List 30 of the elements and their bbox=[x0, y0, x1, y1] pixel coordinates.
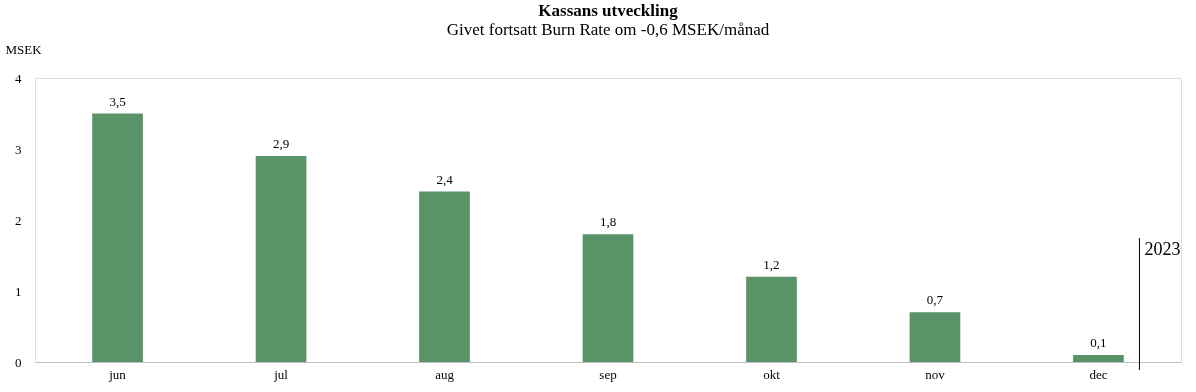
y-tick-label: 0 bbox=[15, 354, 22, 370]
bar bbox=[419, 191, 470, 362]
x-tick-label: nov bbox=[925, 366, 946, 382]
data-label: 2,4 bbox=[436, 171, 454, 187]
chart-title: Kassans utveckling bbox=[538, 1, 679, 20]
y-tick-label: 2 bbox=[15, 212, 22, 228]
data-label: 3,5 bbox=[109, 93, 126, 109]
bar bbox=[1073, 354, 1124, 362]
y-tick-label: 3 bbox=[15, 141, 22, 157]
bar bbox=[582, 234, 634, 362]
y-tick-label: 1 bbox=[15, 283, 22, 299]
data-label: 1,8 bbox=[599, 214, 617, 230]
y-tick-label: 4 bbox=[15, 70, 22, 86]
x-tick-label: dec bbox=[1089, 366, 1108, 382]
bar bbox=[255, 156, 307, 362]
y-axis-title: MSEK bbox=[5, 41, 43, 57]
bar bbox=[92, 113, 143, 362]
x-tick-label: aug bbox=[435, 366, 455, 382]
x-tick-label: jul bbox=[273, 366, 289, 382]
x-tick-label: jun bbox=[108, 366, 127, 382]
data-label: 2,9 bbox=[272, 136, 290, 152]
data-label: 0,7 bbox=[926, 292, 944, 308]
data-label: 1,2 bbox=[763, 256, 780, 272]
x-tick-label: okt bbox=[763, 366, 781, 382]
bar bbox=[746, 276, 797, 362]
bar bbox=[909, 312, 961, 362]
chart-subtitle: Givet fortsatt Burn Rate om -0,6 MSEK/månad bbox=[446, 20, 770, 39]
ref-line-label: 2023 bbox=[1144, 239, 1181, 259]
data-label: 0,1 bbox=[1090, 334, 1107, 350]
x-tick-label: sep bbox=[599, 366, 617, 382]
